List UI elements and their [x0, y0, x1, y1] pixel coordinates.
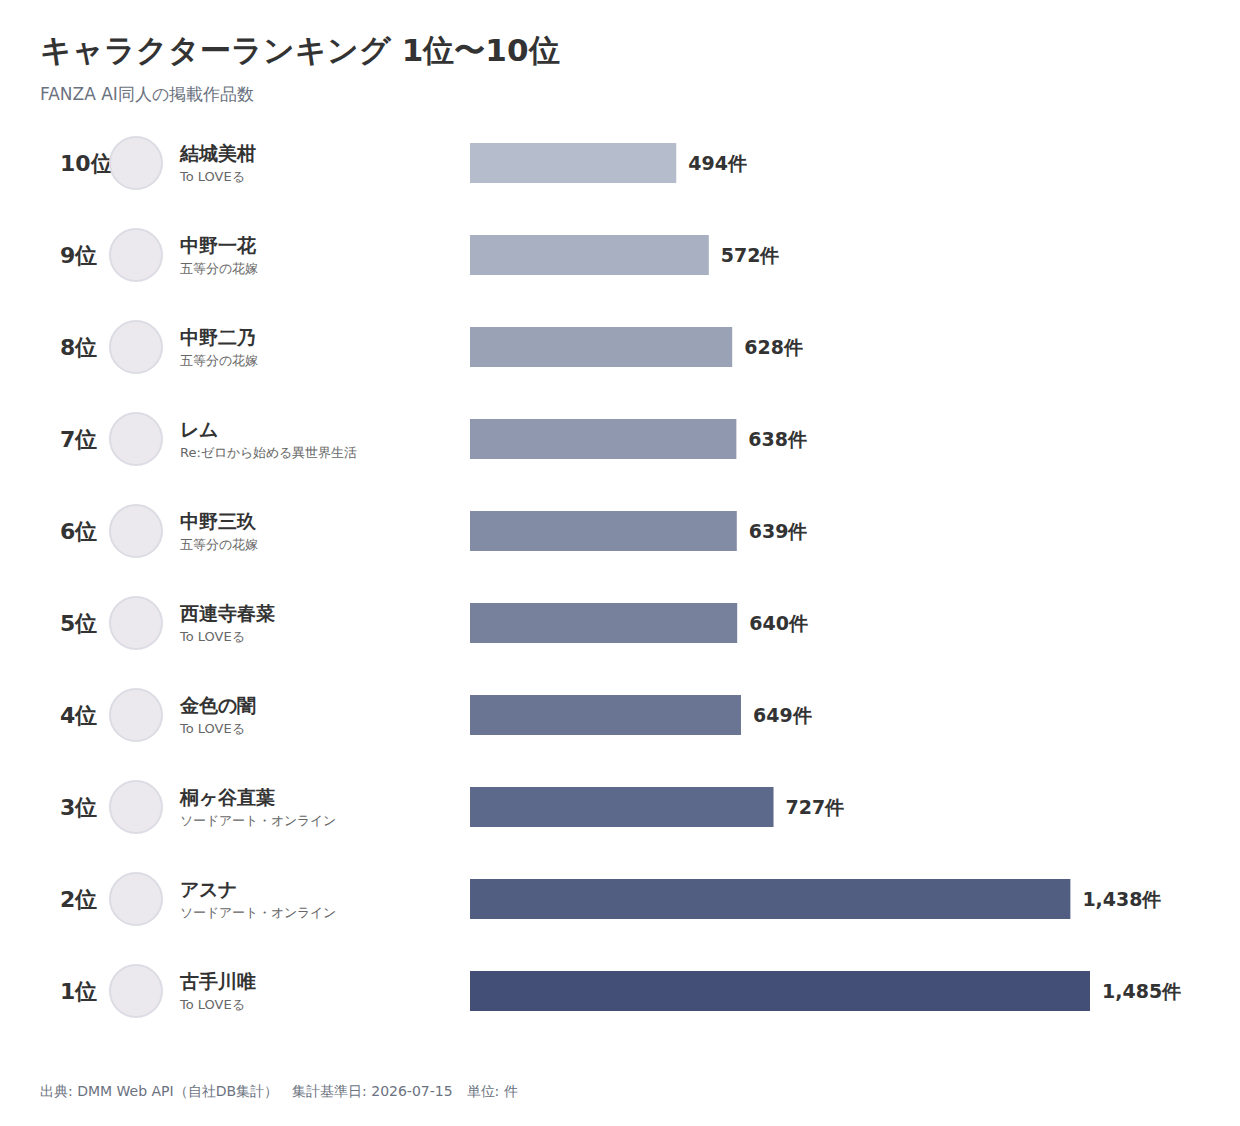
html-text:FANZA AI同人の掲載作品数: FANZA AI同人の掲載作品数: [40, 84, 254, 104]
svg-text:To LOVEる: To LOVEる: [179, 997, 245, 1012]
svg-text:To LOVEる: To LOVEる: [179, 169, 245, 184]
svg-text:9位: 9位: [60, 243, 97, 268]
svg-text:649件: 649件: [753, 704, 812, 726]
svg-text:638件: 638件: [748, 428, 807, 450]
svg-text:五等分の花嫁: 五等分の花嫁: [180, 537, 258, 552]
svg-text:5位: 5位: [60, 611, 97, 636]
svg-text:1,438件: 1,438件: [1082, 888, 1161, 910]
html-text:出典: DMM Web API（自社DB集計） 集計基準日:: 出典: DMM Web API（自社DB集計） 集計基準日: 2026-07-1…: [40, 1083, 518, 1099]
svg-text:ソードアート・オンライン: ソードアート・オンライン: [180, 905, 336, 920]
svg-text:3位: 3位: [60, 795, 97, 820]
svg-text:西連寺春菜: 西連寺春菜: [179, 602, 275, 624]
svg-text:639件: 639件: [749, 520, 808, 542]
svg-text:1位: 1位: [60, 979, 97, 1004]
svg-text:五等分の花嫁: 五等分の花嫁: [180, 353, 258, 368]
svg-text:628件: 628件: [744, 336, 803, 358]
svg-text:1,485件: 1,485件: [1102, 980, 1181, 1002]
html-text:キャラクターランキング 1位〜10位: キャラクターランキング 1位〜10位: [40, 32, 560, 68]
svg-text:アスナ: アスナ: [180, 878, 237, 900]
svg-text:6位: 6位: [60, 519, 97, 544]
svg-text:To LOVEる: To LOVEる: [179, 721, 245, 736]
svg-text:金色の闇: 金色の闇: [179, 694, 256, 716]
svg-text:7位: 7位: [60, 427, 97, 452]
svg-text:727件: 727件: [786, 796, 845, 818]
svg-text:4位: 4位: [60, 703, 97, 728]
svg-text:レム: レム: [180, 418, 218, 440]
svg-text:ソードアート・オンライン: ソードアート・オンライン: [180, 813, 336, 828]
svg-text:To LOVEる: To LOVEる: [179, 629, 245, 644]
svg-text:古手川唯: 古手川唯: [179, 970, 256, 992]
svg-text:10位: 10位: [60, 151, 113, 176]
svg-text:五等分の花嫁: 五等分の花嫁: [180, 261, 258, 276]
svg-text:中野一花: 中野一花: [180, 234, 257, 256]
svg-text:結城美柑: 結城美柑: [179, 142, 256, 164]
svg-text:8位: 8位: [60, 335, 97, 360]
svg-text:640件: 640件: [749, 612, 808, 634]
svg-text:中野三玖: 中野三玖: [180, 510, 257, 532]
svg-text:494件: 494件: [688, 152, 747, 174]
svg-text:572件: 572件: [721, 244, 780, 266]
svg-text:2位: 2位: [60, 887, 97, 912]
svg-text:Re:ゼロから始める異世界生活: Re:ゼロから始める異世界生活: [180, 445, 357, 460]
svg-text:桐ヶ谷直葉: 桐ヶ谷直葉: [179, 786, 275, 808]
svg-text:中野二乃: 中野二乃: [180, 326, 256, 348]
